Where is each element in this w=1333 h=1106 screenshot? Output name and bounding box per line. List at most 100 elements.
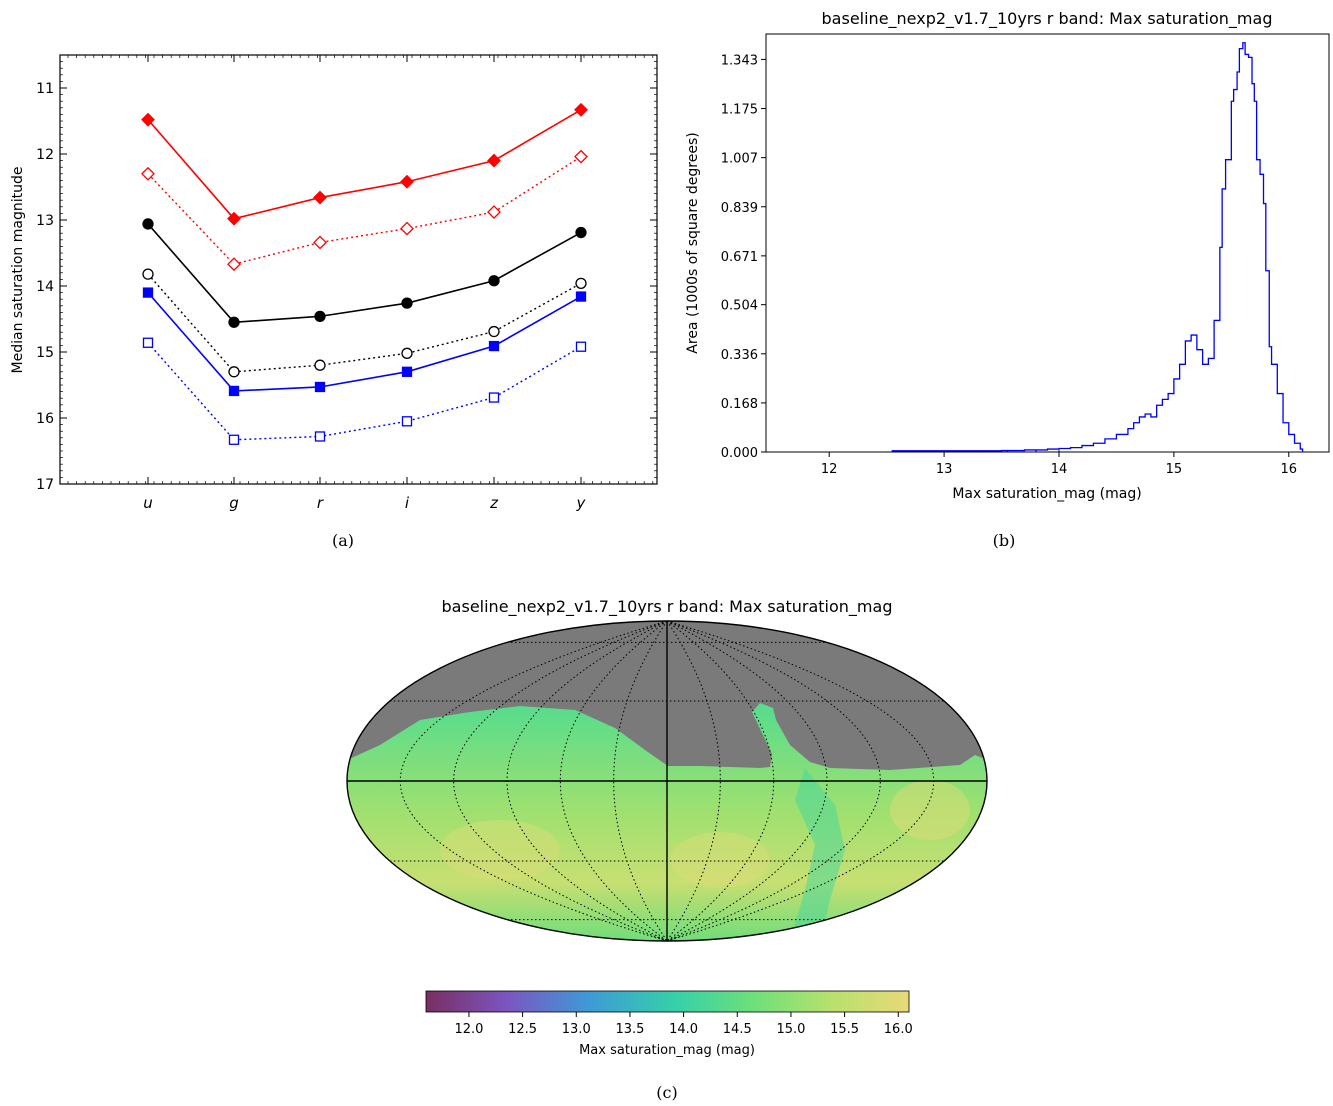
- panel-a-ytick-label: 13: [36, 213, 54, 229]
- data-point-circle: [575, 226, 587, 239]
- skymap-bright-patch-3: [890, 780, 970, 840]
- panel-b-histogram-line: [891, 42, 1304, 452]
- data-point-diamond: [313, 190, 327, 205]
- data-point-diamond: [227, 257, 241, 272]
- panel-a-ylabel: Median saturation magnitude: [10, 167, 26, 374]
- skymap-bright-patch-1: [440, 820, 560, 880]
- data-point-square: [142, 337, 154, 348]
- panel-b-ytick-label: 0.504: [721, 299, 758, 314]
- data-point-square: [575, 291, 587, 302]
- skymap-meridian: [453, 621, 668, 941]
- data-point-diamond: [487, 205, 501, 219]
- panel-a-xtick-label: i: [405, 494, 410, 512]
- panel-b-ylabel: Area (1000s of square degrees): [685, 132, 701, 353]
- colorbar-ticks: 12.0 12.5 13.0 13.5 14.0 14.5 15.0 15.5 16.0: [454, 1012, 913, 1037]
- panel-c-skymap: baseline_nexp2_v1.7_10yrs r band: Max sa…: [346, 597, 988, 1102]
- panel-a-series: [141, 102, 588, 445]
- skymap-galactic-plane-band: [790, 768, 845, 941]
- data-point-square: [314, 431, 326, 442]
- data-point-circle: [314, 310, 326, 323]
- colorbar-tick-label: 12.5: [508, 1022, 537, 1037]
- panel-b-xlabel: Max saturation_mag (mag): [952, 486, 1141, 502]
- panel-a-xtick-label: z: [489, 494, 499, 512]
- series-line: [147, 342, 582, 441]
- skymap-area: [347, 621, 987, 941]
- skymap-meridian: [666, 621, 881, 941]
- panel-b-xtick-label: 15: [1166, 462, 1183, 477]
- skymap-meridian: [666, 621, 721, 941]
- data-point-diamond: [141, 112, 155, 127]
- panel-b-ytick-label: 0.839: [721, 201, 758, 216]
- panel-a-ytick-label: 15: [36, 345, 54, 361]
- series-line: [147, 273, 582, 373]
- panel-a-ytick-label: 12: [36, 147, 54, 163]
- series-line: [147, 292, 582, 392]
- panel-b-title: baseline_nexp2_v1.7_10yrs r band: Max sa…: [822, 9, 1273, 29]
- data-point-circle: [314, 359, 326, 371]
- data-point-diamond: [400, 221, 414, 236]
- series-line: [147, 156, 582, 265]
- data-point-circle: [228, 316, 240, 328]
- data-point-diamond: [227, 211, 241, 226]
- skymap-outline: [346, 620, 988, 942]
- panel-a-frame: [59, 54, 658, 485]
- data-point-circle: [575, 277, 587, 290]
- colorbar-tick-label: 14.5: [723, 1022, 752, 1037]
- data-point-circle: [142, 218, 154, 230]
- panel-b-ytick-label: 0.168: [721, 397, 758, 412]
- panel-a-ytick-label: 14: [36, 279, 54, 295]
- data-point-square: [228, 385, 240, 397]
- data-point-diamond: [487, 153, 501, 168]
- data-point-square: [314, 381, 326, 393]
- colorbar-tick-label: 15.5: [830, 1022, 859, 1037]
- skymap-bright-patch-2: [670, 832, 770, 888]
- panel-b-ytick-label: 1.175: [721, 103, 758, 118]
- colorbar-label: Max saturation_mag (mag): [579, 1043, 755, 1058]
- panel-b-xtick-label: 12: [821, 462, 838, 477]
- panel-a-ytick-label: 16: [36, 411, 54, 427]
- data-point-circle: [401, 347, 413, 359]
- colorbar: [425, 990, 910, 1013]
- colorbar-tick-label: 15.0: [776, 1022, 805, 1037]
- panel-b-ytick-label: 0.336: [721, 348, 758, 363]
- caption-b: (b): [993, 531, 1016, 550]
- data-point-square: [488, 340, 500, 352]
- panel-a-xtick-label: r: [317, 494, 324, 512]
- colorbar-tick-label: 14.0: [669, 1022, 698, 1037]
- data-point-circle: [401, 297, 413, 309]
- series-line: [147, 109, 582, 220]
- panel-a-chart: 11 12 13 14 15 16 17 u g r i z y Median saturation m…: [10, 54, 658, 550]
- panel-b-xtick-label: 16: [1281, 462, 1298, 477]
- data-point-square: [401, 416, 413, 427]
- colorbar-tick-label: 13.0: [562, 1022, 591, 1037]
- panel-a-ytick-label: 17: [36, 477, 54, 493]
- colorbar-tick-label: 12.0: [454, 1022, 483, 1037]
- colorbar-tick-label: 16.0: [884, 1022, 913, 1037]
- panel-b-frame: [765, 33, 1330, 453]
- panel-b-ytick-label: 0.000: [721, 446, 758, 461]
- data-point-diamond: [400, 174, 414, 189]
- panel-a-xtick-label: y: [576, 494, 587, 512]
- caption-a: (a): [332, 531, 354, 550]
- panel-a-ytick-label: 11: [36, 81, 54, 97]
- panel-b-ytick-label: 0.671: [721, 250, 758, 265]
- data-point-diamond: [313, 235, 327, 250]
- panel-b-xtick-label: 13: [936, 462, 953, 477]
- data-point-circle: [488, 325, 500, 338]
- skymap-meridian: [613, 621, 668, 941]
- panel-b-ytick-label: 1.343: [721, 53, 758, 68]
- panel-a-xtick-label: u: [143, 494, 153, 512]
- panel-b-axes: 12 13 14 15 16 0.000 0.168 0.336 0.504 0.671 0.839…: [721, 53, 1297, 477]
- data-point-circle: [228, 366, 240, 378]
- data-point-square: [142, 287, 154, 298]
- series-line: [147, 223, 582, 324]
- data-point-square: [401, 366, 413, 377]
- caption-c: (c): [656, 1083, 677, 1102]
- data-point-square: [575, 341, 587, 352]
- data-point-diamond: [574, 149, 588, 164]
- data-point-circle: [488, 275, 500, 287]
- data-point-circle: [142, 268, 154, 280]
- data-point-square: [228, 434, 240, 445]
- data-point-diamond: [574, 102, 588, 117]
